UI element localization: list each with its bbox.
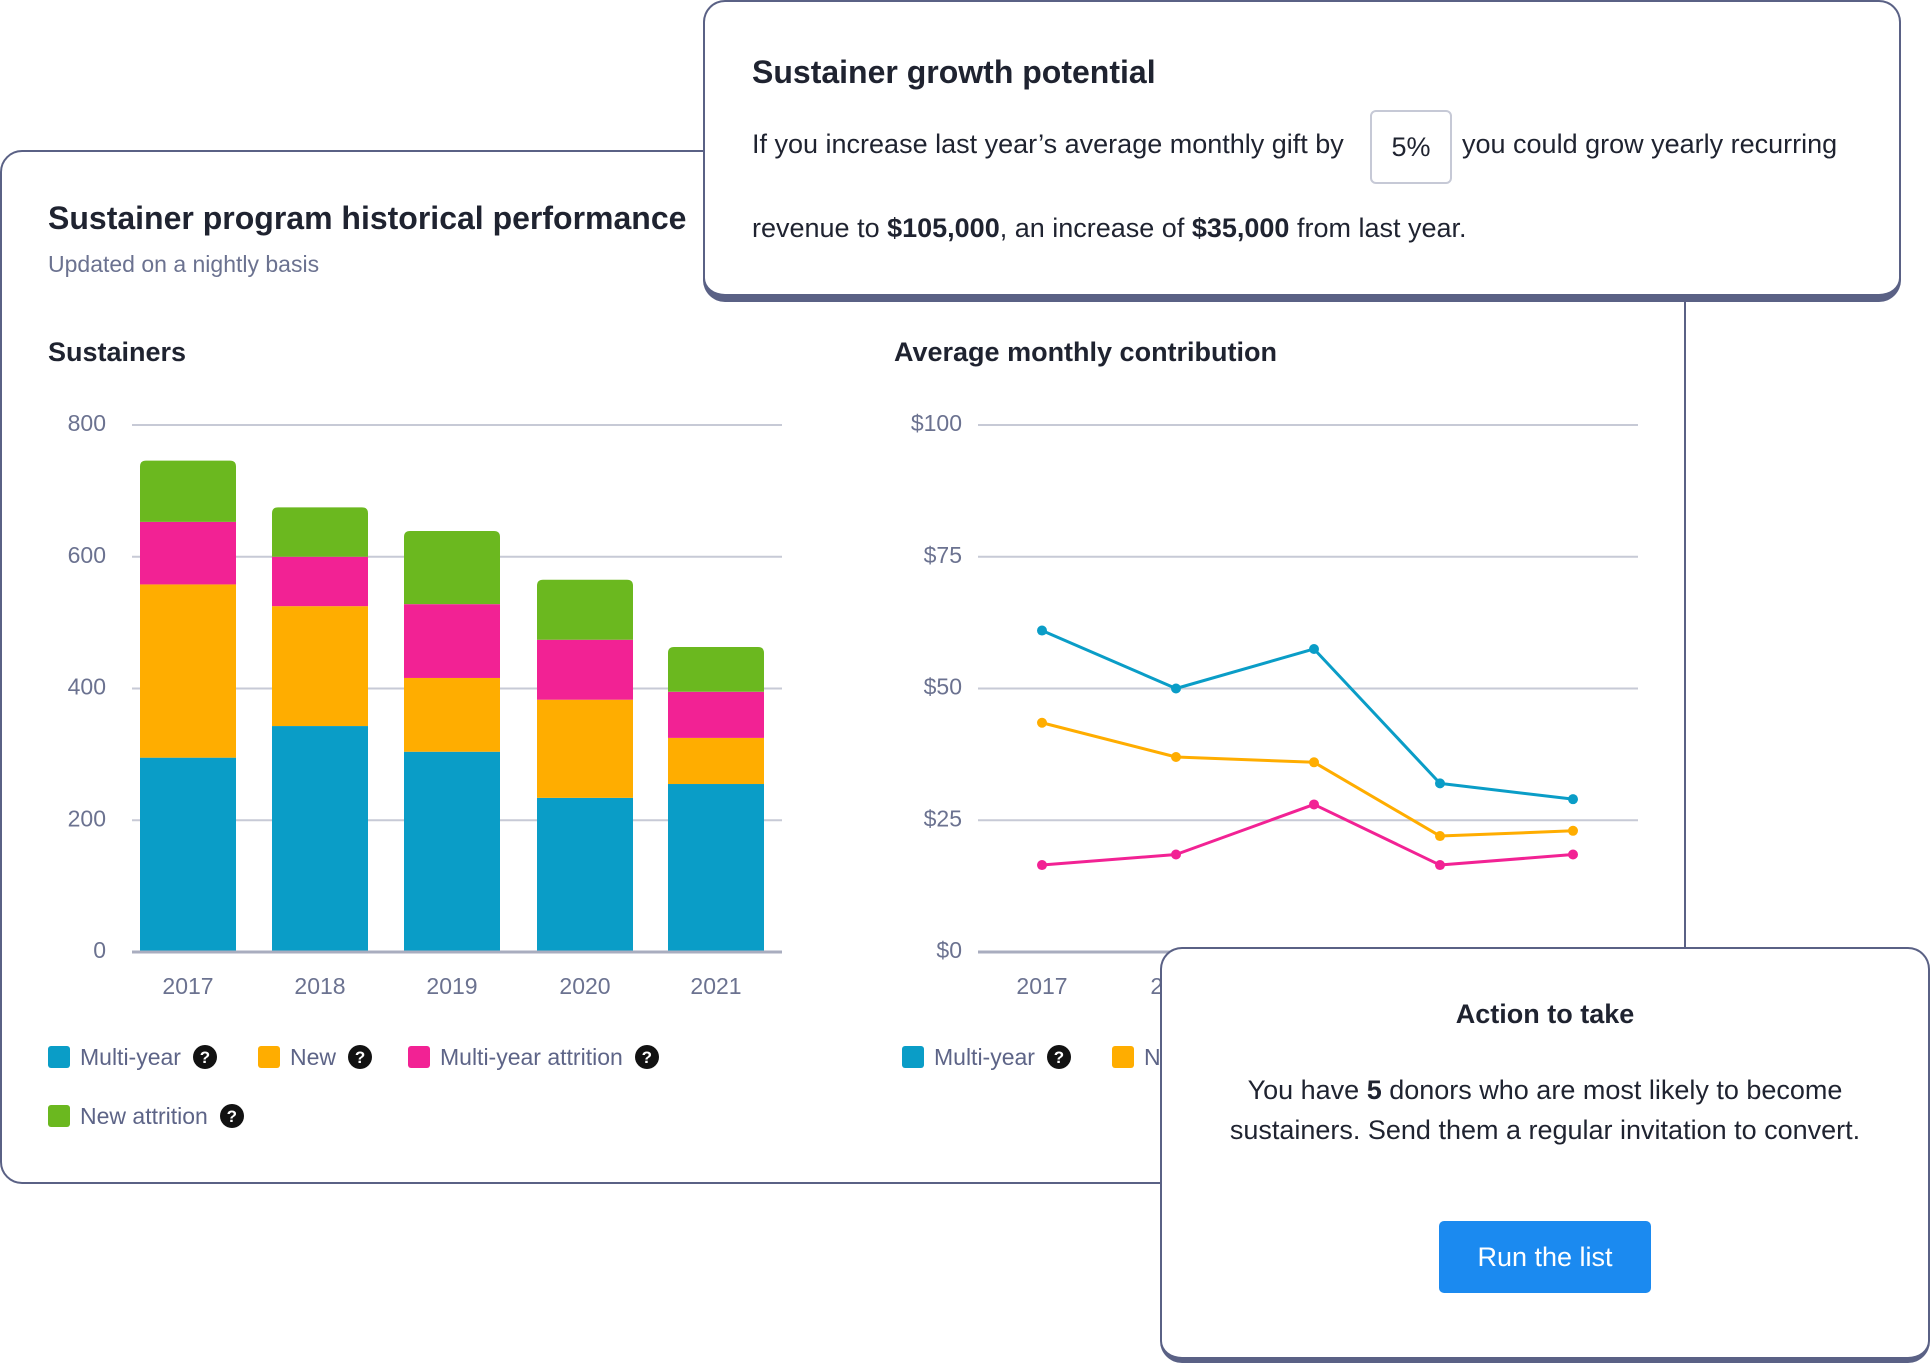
x-tick-label: 2021 [690, 973, 741, 999]
y-tick-label: $50 [924, 674, 962, 700]
action-text-suffix: donors who are most likely to become sus… [1229, 1075, 1861, 1145]
bar-segment-new-attrition [537, 579, 633, 640]
growth-potential-card [703, 0, 1901, 300]
data-point-multi-year [1435, 778, 1445, 789]
legend-item-new[interactable]: New ? [258, 1042, 373, 1072]
x-tick-label: 2019 [426, 973, 477, 999]
data-point-multi-year-attrition [1171, 849, 1181, 860]
y-tick-label: 600 [68, 542, 106, 568]
legend-label: Multi-year [934, 1043, 1035, 1070]
donor-count: 5 [1366, 1075, 1382, 1105]
data-point-multi-year [1568, 794, 1578, 805]
x-tick-label: 2017 [162, 973, 213, 999]
gift-increase-percent-input[interactable] [1370, 110, 1452, 184]
bar-segment-new-attrition [272, 507, 368, 557]
growth-sentence-middle: you could grow yearly recurring [1462, 129, 1838, 159]
legend-label: Multi-year [80, 1043, 181, 1070]
growth-title: Sustainer growth potential [752, 54, 1156, 90]
series-line-multi-year [1041, 629, 1574, 801]
data-point-multi-year [1171, 683, 1181, 694]
legend-item-multi-year[interactable]: Multi-year ? [48, 1042, 217, 1072]
bar-segment-multi-year-attrition [140, 521, 236, 585]
revenue-increase: $35,000 [1191, 213, 1290, 243]
growth-sentence-start: If you increase last year’s average mont… [752, 129, 1344, 159]
bar-segment-multi-year [140, 757, 236, 952]
x-tick-label: 2017 [1016, 973, 1067, 999]
bar-segment-multi-year-attrition [404, 604, 500, 678]
data-point-multi-year-attrition [1309, 799, 1319, 810]
bar-segment-multi-year-attrition [668, 691, 764, 738]
growth-text-middle: , an increase of [999, 213, 1192, 243]
data-point-new [1171, 752, 1181, 763]
data-point-new [1435, 831, 1445, 842]
action-description: You have 5 donors who are most likely to… [1185, 1070, 1905, 1150]
legend-swatch [48, 1105, 70, 1127]
data-point-new [1037, 717, 1047, 728]
data-point-multi-year-attrition [1568, 849, 1578, 860]
legend-label: N [1144, 1043, 1161, 1070]
legend-item-multi-year-contribution[interactable]: Multi-year ? [902, 1042, 1071, 1072]
data-point-multi-year-attrition [1037, 860, 1047, 871]
run-the-list-button[interactable]: Run the list [1439, 1221, 1651, 1293]
bar-segment-multi-year-attrition [537, 639, 633, 700]
legend-swatch [48, 1046, 70, 1068]
bar-segment-new [272, 606, 368, 727]
data-point-multi-year [1037, 625, 1047, 636]
sustainers-chart-title: Sustainers [48, 337, 187, 367]
legend-label: New attrition [80, 1102, 208, 1129]
y-tick-label: $0 [936, 937, 962, 963]
legend-swatch [1112, 1046, 1134, 1068]
legend-swatch [258, 1046, 280, 1068]
series-line-new [1041, 721, 1574, 838]
bar-segment-multi-year [668, 784, 764, 952]
x-tick-label: 2020 [559, 973, 610, 999]
bar-segment-multi-year [537, 797, 633, 952]
bar-segment-multi-year [272, 726, 368, 952]
growth-text-revenue-prefix: revenue to [752, 213, 888, 243]
bar-segment-multi-year [404, 751, 500, 952]
help-icon[interactable]: ? [219, 1104, 244, 1128]
legend-swatch [902, 1046, 924, 1068]
legend-item-new-contribution[interactable]: N [1112, 1042, 1161, 1072]
bar-segment-new [140, 584, 236, 758]
y-tick-label: 400 [68, 674, 106, 700]
help-icon[interactable]: ? [348, 1045, 373, 1069]
legend-swatch [408, 1046, 430, 1068]
legend-item-multi-year-attrition[interactable]: Multi-year attrition ? [408, 1042, 659, 1072]
data-point-new [1568, 825, 1578, 836]
y-tick-label: $25 [924, 805, 962, 831]
help-icon[interactable]: ? [634, 1045, 659, 1069]
action-title: Action to take [1455, 999, 1635, 1029]
bar-segment-new-attrition [140, 460, 236, 522]
help-icon[interactable]: ? [192, 1045, 217, 1069]
bar-segment-new-attrition [404, 531, 500, 605]
growth-sentence-end: revenue to $105,000, an increase of $35,… [752, 213, 1467, 244]
bar-segment-multi-year-attrition [272, 556, 368, 607]
page-title: Sustainer program historical performance [48, 200, 687, 236]
data-point-multi-year [1309, 643, 1319, 654]
legend-label: New [290, 1043, 337, 1070]
growth-text-suffix: from last year. [1289, 213, 1467, 243]
y-tick-label: $75 [924, 542, 962, 568]
help-icon[interactable]: ? [1046, 1045, 1071, 1069]
legend-item-new-attrition[interactable]: New attrition ? [48, 1101, 244, 1131]
data-point-multi-year-attrition [1435, 860, 1445, 871]
x-tick-label: 2018 [294, 973, 345, 999]
projected-revenue: $105,000 [887, 213, 1000, 243]
action-text-prefix: You have [1247, 1075, 1367, 1105]
bar-segment-new [537, 699, 633, 798]
legend-label: Multi-year attrition [440, 1043, 623, 1070]
y-tick-label: 200 [68, 805, 106, 831]
contribution-chart-title: Average monthly contribution [894, 337, 1278, 367]
update-note: Updated on a nightly basis [48, 251, 320, 277]
y-tick-label: $100 [911, 410, 962, 436]
bar-segment-new [668, 737, 764, 785]
action-card [1160, 947, 1930, 1363]
y-tick-label: 0 [93, 937, 106, 963]
y-tick-label: 800 [68, 410, 106, 436]
bar-segment-new-attrition [668, 646, 764, 692]
bar-segment-new [404, 677, 500, 752]
data-point-new [1309, 757, 1319, 768]
